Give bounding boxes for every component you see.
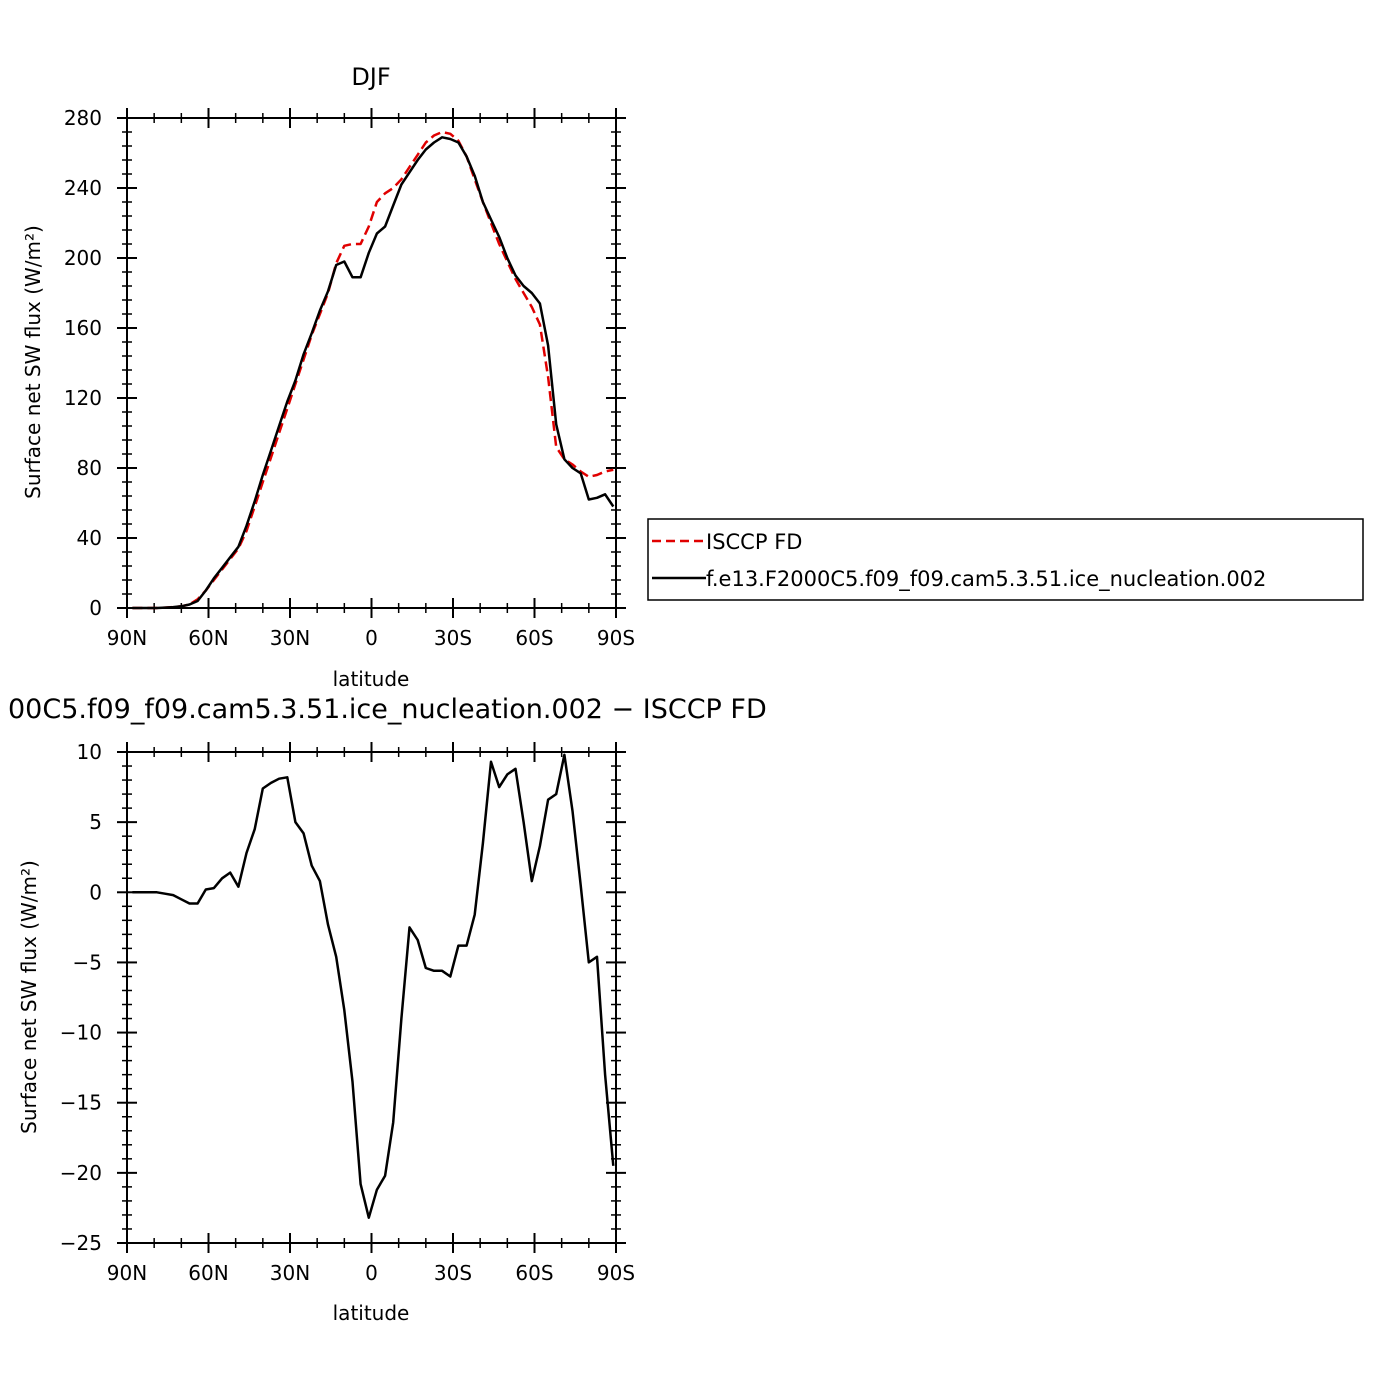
y-tick-label: 5 <box>89 810 102 834</box>
x-tick-label: 30N <box>270 626 310 650</box>
bottom-chart: 00C5.f09_f09.cam5.3.51.ice_nucleation.00… <box>8 694 767 1325</box>
y-tick-label: 120 <box>64 386 102 410</box>
x-tick-label: 0 <box>365 1261 378 1285</box>
y-tick-label: −15 <box>60 1091 102 1115</box>
series-line-model <box>132 136 615 610</box>
y-tick-label: 160 <box>64 316 102 340</box>
x-tick-label: 90N <box>107 1261 147 1285</box>
x-tick-label: 30S <box>434 1261 472 1285</box>
top-chart-title: DJF <box>351 63 390 91</box>
bottom-chart-title: 00C5.f09_f09.cam5.3.51.ice_nucleation.00… <box>8 694 767 725</box>
y-tick-label: 40 <box>77 526 102 550</box>
top-chart-axes: 90N 60N 30N 0 30S 60S 90S 0 40 80 120 160 200 240 280 <box>64 106 635 650</box>
top-chart-series <box>132 130 615 610</box>
y-tick-label: 280 <box>64 106 102 130</box>
x-tick-label: 60S <box>515 626 553 650</box>
top-chart-y-axis-label: Surface net SW flux (W/m²) <box>21 225 45 499</box>
top-chart: DJF Surface net SW flux (W/m²) latitude … <box>21 63 635 691</box>
x-tick-label: 60N <box>188 1261 228 1285</box>
legend-label-isccp: ISCCP FD <box>706 530 802 554</box>
series-line-isccp <box>132 130 614 610</box>
x-tick-label: 60S <box>515 1261 553 1285</box>
y-tick-label: 240 <box>64 176 102 200</box>
x-tick-label: 60N <box>188 626 228 650</box>
top-chart-x-axis-label: latitude <box>333 667 410 691</box>
bottom-chart-y-axis-label: Surface net SW flux (W/m²) <box>17 860 41 1134</box>
x-tick-label: 90N <box>107 626 147 650</box>
x-tick-label: 90S <box>597 1261 635 1285</box>
bottom-chart-x-axis-label: latitude <box>333 1301 410 1325</box>
y-tick-label: −20 <box>60 1161 102 1185</box>
y-tick-label: 0 <box>89 880 102 904</box>
legend-label-model: f.e13.F2000C5.f09_f09.cam5.3.51.ice_nucl… <box>706 567 1266 592</box>
y-tick-label: 200 <box>64 246 102 270</box>
y-tick-label: 0 <box>89 596 102 620</box>
y-tick-label: 80 <box>77 456 102 480</box>
legend-box <box>647 518 1364 601</box>
bottom-chart-axes: 90N 60N 30N 0 30S 60S 90S −25 −20 −15 −10 −5 0 5 10 <box>60 740 635 1285</box>
x-tick-label: 0 <box>365 626 378 650</box>
y-tick-label: −5 <box>73 950 102 974</box>
y-tick-label: −10 <box>60 1021 102 1045</box>
bottom-chart-frame <box>126 751 617 1244</box>
bottom-chart-series <box>132 753 615 1219</box>
top-chart-frame <box>126 117 617 609</box>
x-tick-label: 30S <box>434 626 472 650</box>
y-tick-label: 10 <box>77 740 102 764</box>
legend: ISCCP FD f.e13.F2000C5.f09_f09.cam5.3.51… <box>647 518 1364 601</box>
series-line-difference <box>132 753 615 1219</box>
y-tick-label: −25 <box>60 1231 102 1255</box>
x-tick-label: 30N <box>270 1261 310 1285</box>
x-tick-label: 90S <box>597 626 635 650</box>
